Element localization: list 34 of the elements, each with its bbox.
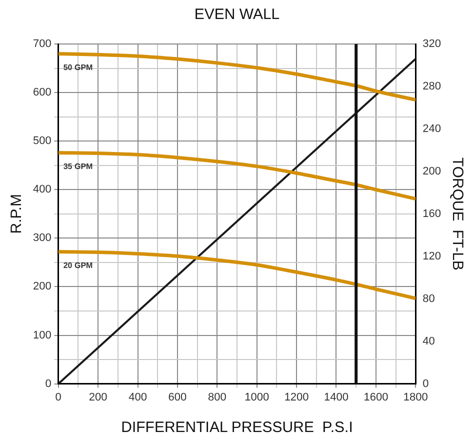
x-tick-label: 1800 bbox=[403, 391, 428, 404]
y-tick-label: 600 bbox=[32, 86, 52, 99]
series-label: 20 GPM bbox=[63, 260, 94, 270]
y2-tick-label: 120 bbox=[422, 250, 442, 262]
y-tick-label: 700 bbox=[32, 38, 52, 50]
y-tick-label: 0 bbox=[45, 378, 52, 390]
y2-tick-label: 160 bbox=[422, 208, 442, 220]
y2-tick-label: 200 bbox=[422, 165, 442, 178]
y2-tick-label: 0 bbox=[422, 378, 429, 390]
x-tick-label: 800 bbox=[208, 391, 226, 404]
y-axis-title: R.P.M bbox=[8, 194, 26, 234]
y-tick-label: 200 bbox=[32, 280, 52, 293]
y-tick-label: 400 bbox=[32, 184, 52, 196]
y-tick-label: 300 bbox=[32, 232, 52, 244]
y2-axis-title: TORQUE FT-LB bbox=[448, 157, 466, 270]
x-tick-label: 0 bbox=[55, 391, 62, 404]
y-tick-label: 100 bbox=[32, 329, 52, 342]
x-tick-label: 1600 bbox=[364, 391, 388, 404]
x-axis-title: DIFFERENTIAL PRESSURE P.S.I bbox=[121, 419, 353, 436]
y2-tick-label: 40 bbox=[422, 335, 435, 348]
x-tick-label: 400 bbox=[128, 391, 147, 404]
series-label: 50 GPM bbox=[63, 62, 94, 72]
y2-tick-label: 280 bbox=[422, 80, 442, 93]
y2-tick-label: 320 bbox=[422, 38, 442, 50]
y2-tick-label: 80 bbox=[422, 292, 435, 305]
chart-title: EVEN WALL bbox=[194, 6, 280, 24]
y2-tick-label: 240 bbox=[422, 122, 442, 135]
x-tick-label: 600 bbox=[168, 391, 187, 404]
y-tick-label: 500 bbox=[32, 135, 52, 148]
x-tick-label: 1200 bbox=[284, 391, 309, 404]
x-tick-label: 1400 bbox=[324, 391, 348, 404]
x-tick-label: 200 bbox=[88, 391, 108, 404]
x-tick-label: 1000 bbox=[244, 391, 270, 404]
series-label: 35 GPM bbox=[63, 162, 94, 171]
